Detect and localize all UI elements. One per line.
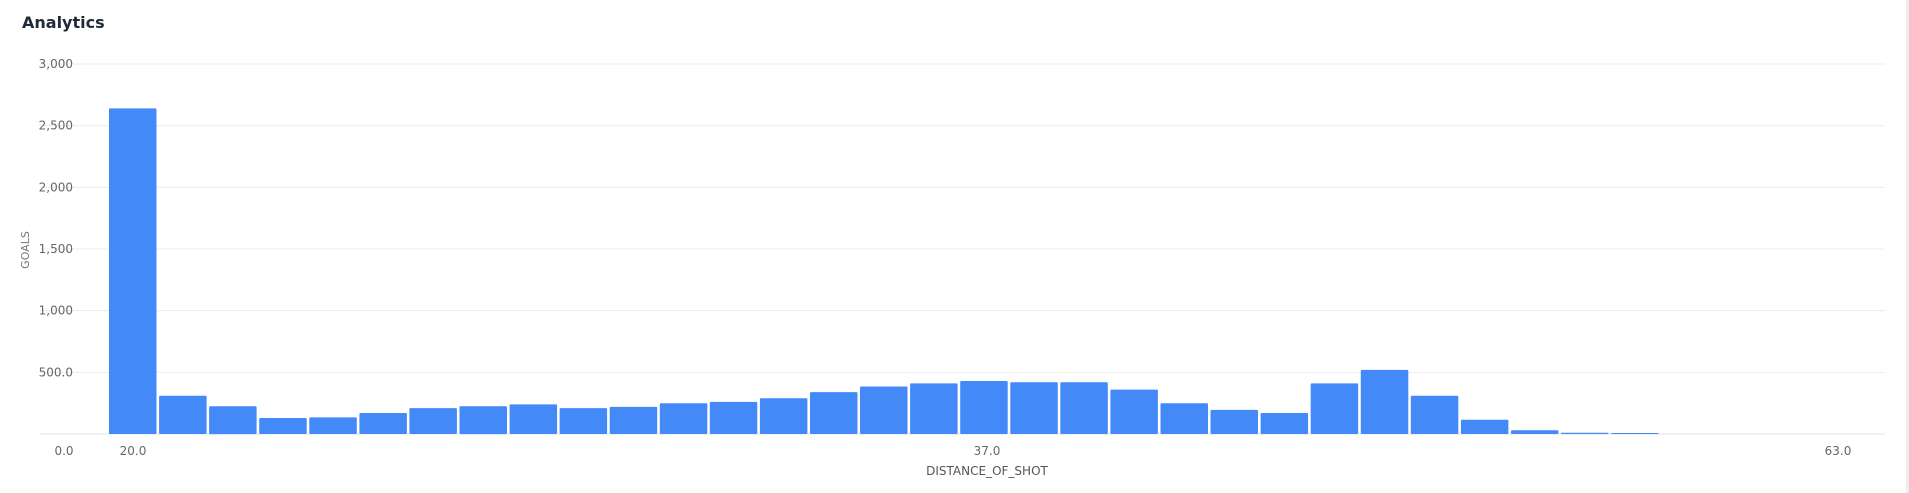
scrollbar[interactable] <box>1906 0 1909 493</box>
histogram-bar[interactable] <box>1410 395 1459 434</box>
histogram-bar[interactable] <box>309 417 357 434</box>
histogram-bar[interactable] <box>1511 430 1559 434</box>
histogram-bar[interactable] <box>659 403 708 434</box>
histogram-bar[interactable] <box>960 381 1008 434</box>
histogram-bar[interactable] <box>559 408 608 434</box>
histogram-bar[interactable] <box>409 408 457 434</box>
histogram-bar[interactable] <box>1310 383 1359 434</box>
histogram-bar[interactable] <box>1360 369 1409 434</box>
histogram-bar[interactable] <box>709 401 758 434</box>
histogram-bar[interactable] <box>860 386 908 435</box>
histogram-bar[interactable] <box>1460 419 1509 434</box>
histogram-bar[interactable] <box>509 404 558 434</box>
histogram-bar[interactable] <box>910 383 958 434</box>
histogram-bar[interactable] <box>1110 389 1158 434</box>
histogram-bar[interactable] <box>209 406 257 435</box>
x-tick-label: 63.0 <box>1825 444 1852 458</box>
histogram-bar[interactable] <box>459 406 508 435</box>
panel-title: Analytics <box>22 13 105 32</box>
x-axis-tick-labels: 0.0 20.0 37.0 63.0 <box>54 444 1851 458</box>
histogram-bar[interactable] <box>109 108 157 435</box>
y-tick-label: 2,500 <box>39 119 73 133</box>
histogram-bar[interactable] <box>1210 409 1259 434</box>
y-tick-label: 3,000 <box>39 57 73 71</box>
x-tick-label: 37.0 <box>974 444 1001 458</box>
histogram-bar[interactable] <box>609 406 658 434</box>
histogram-bar[interactable] <box>1611 433 1659 434</box>
y-tick-label: 1,000 <box>39 304 73 318</box>
histogram-bar[interactable] <box>159 395 207 434</box>
histogram-bar[interactable] <box>1010 382 1058 434</box>
y-tick-label: 2,000 <box>39 180 73 194</box>
y-tick-label: 1,500 <box>39 242 73 256</box>
y-tick-label: 500.0 <box>39 365 73 379</box>
histogram-bar[interactable] <box>359 413 407 434</box>
y-axis-label: GOALS <box>19 231 32 269</box>
grid-lines <box>40 63 1885 435</box>
histogram-bar[interactable] <box>759 398 808 434</box>
y-axis-tick-labels: 500.0 1,000 1,500 2,000 2,500 3,000 <box>39 57 73 379</box>
bars <box>109 108 1659 435</box>
x-tick-label: 0.0 <box>54 444 73 458</box>
x-tick-label: 20.0 <box>120 444 147 458</box>
histogram-bar[interactable] <box>1260 413 1309 434</box>
histogram-bar[interactable] <box>810 392 858 434</box>
histogram-bar[interactable] <box>1160 403 1209 434</box>
x-axis-label: DISTANCE_OF_SHOT <box>926 464 1048 478</box>
histogram-bar[interactable] <box>259 418 307 434</box>
histogram-bar[interactable] <box>1060 382 1108 434</box>
histogram-bar[interactable] <box>1561 432 1609 434</box>
